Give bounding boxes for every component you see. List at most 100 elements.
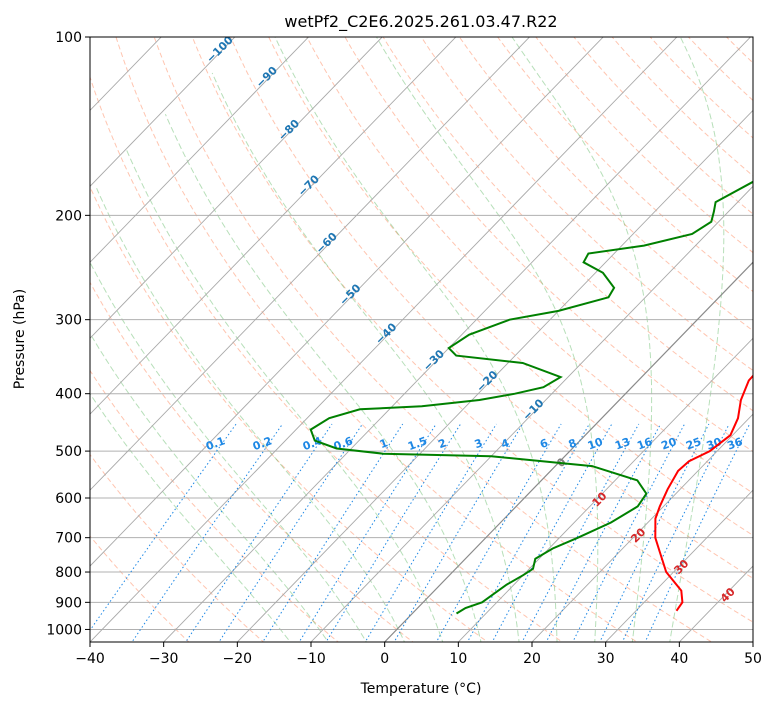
isotherm-line — [90, 37, 457, 415]
mixing-ratio-line — [393, 423, 524, 642]
mixing-ratio-label: 30 — [705, 435, 724, 453]
mixing-ratio-line — [325, 423, 462, 642]
mixing-ratio-label: 3 — [473, 436, 485, 451]
dry-adiabat — [90, 185, 489, 642]
moist-adiabat — [274, 37, 558, 642]
y-tick-label: 1000 — [46, 622, 82, 638]
isotherm-label: −60 — [313, 230, 340, 257]
y-tick-label: 400 — [55, 387, 82, 403]
isotherm-label: −10 — [520, 396, 547, 423]
x-tick-label: 20 — [523, 651, 541, 667]
isotherm-line — [383, 261, 753, 642]
y-tick-label: 800 — [55, 565, 82, 581]
dry-adiabat — [573, 37, 753, 215]
x-tick-label: −40 — [75, 651, 105, 667]
x-axis: −40 −30 −20 −10 0 10 20 30 40 50 — [75, 642, 762, 667]
isotherm-line — [90, 37, 678, 642]
x-tick-label: 50 — [744, 651, 762, 667]
mixing-ratio-label: 2 — [436, 436, 448, 451]
isotherm-line — [163, 37, 752, 642]
isotherm-label: −70 — [295, 172, 322, 199]
mixing-ratio-line — [298, 423, 437, 642]
dry-adiabat — [611, 37, 753, 177]
dry-adiabat — [382, 37, 753, 412]
mixing-ratio-label: 25 — [684, 435, 703, 452]
y-tick-label: 900 — [55, 595, 82, 611]
x-tick-label: −20 — [223, 651, 253, 667]
dry-adiabat — [649, 37, 753, 139]
moist-adiabat — [90, 392, 291, 642]
y-tick-label: 300 — [55, 313, 82, 329]
y-axis: 100 200 300 400 500 600 700 800 900 1000 — [46, 30, 90, 638]
mixing-ratio-label: 0.2 — [251, 434, 274, 453]
mixing-ratio-line — [435, 423, 562, 642]
moist-adiabat — [126, 149, 444, 642]
isotherm-label: −30 — [421, 347, 448, 374]
mixing-ratio-label: 1 — [378, 436, 390, 451]
temperature-line — [654, 374, 753, 612]
dry-adiabat — [420, 37, 753, 372]
moist-adiabat — [211, 72, 520, 642]
mixing-ratio-line — [572, 423, 686, 642]
pressure-gridlines — [90, 37, 753, 630]
dry-adiabat — [687, 37, 753, 102]
x-tick-label: 0 — [380, 651, 389, 667]
moist-adiabat — [164, 114, 482, 642]
dry-adiabat — [90, 369, 340, 642]
dry-adiabat — [115, 37, 638, 642]
isotherm-line — [531, 413, 753, 642]
mixing-ratio-label: 13 — [613, 435, 632, 452]
dry-adiabat — [751, 24, 775, 654]
mixing-ratio-label: 10 — [586, 435, 605, 453]
isotherm-line — [310, 185, 753, 642]
mixing-ratio-label: 36 — [725, 435, 744, 453]
mixing-ratio-label: 16 — [635, 435, 654, 453]
mixing-ratio-line — [644, 423, 751, 642]
x-tick-label: 30 — [597, 651, 615, 667]
dry-adiabat — [90, 281, 414, 642]
moist-adiabats — [90, 37, 725, 642]
mixing-ratio-label: 8 — [567, 436, 579, 451]
dry-adiabat — [229, 37, 753, 579]
mixing-ratio-label: 20 — [659, 435, 678, 453]
isotherm-line — [752, 641, 753, 642]
mixing-ratio-lines — [90, 423, 751, 642]
dewpoint-line — [309, 180, 753, 615]
mixing-ratio-line — [185, 423, 333, 642]
moist-adiabat — [90, 332, 329, 642]
plot-area: −100−90−80−70−60−50−40−30−20−10010203040… — [90, 24, 775, 654]
mixing-ratio-line — [521, 423, 640, 642]
dry-adiabat — [90, 453, 265, 642]
mixing-ratio-line — [131, 423, 283, 642]
mixing-ratio-label: 0.1 — [204, 434, 227, 453]
mixing-ratio-label: 4 — [499, 436, 511, 451]
isotherm-line — [236, 109, 753, 642]
moist-adiabat — [511, 37, 653, 642]
x-tick-label: 40 — [670, 651, 688, 667]
dry-adiabat — [191, 37, 753, 623]
dry-adiabat — [306, 37, 753, 494]
mixing-ratio-labels: 0.1 0.2 0.4 0.6 1 1.5 2 3 4 6 8 10 13 16 20 25 30 36 — [204, 434, 745, 453]
x-tick-label: −10 — [296, 651, 326, 667]
mixing-ratio-line — [599, 423, 710, 642]
y-tick-label: 500 — [55, 444, 82, 460]
mixing-ratio-line — [218, 423, 363, 642]
isotherm-label-warm: 30 — [671, 557, 691, 577]
dry-adiabats — [90, 24, 775, 654]
dry-adiabat — [344, 37, 753, 453]
mixing-ratio-line — [545, 423, 662, 642]
isotherm-line — [678, 565, 753, 642]
isotherm-label: −20 — [474, 368, 501, 395]
y-tick-label: 700 — [55, 531, 82, 547]
isotherm-line — [90, 37, 162, 112]
plot-frame — [89, 36, 754, 643]
dry-adiabat — [458, 37, 753, 332]
mixing-ratio-line — [90, 423, 237, 632]
isotherm-label: −80 — [276, 117, 303, 144]
y-tick-label: 200 — [55, 208, 82, 224]
mixing-ratio-label: 6 — [538, 436, 550, 451]
isotherms — [90, 37, 753, 642]
mixing-ratio-label: 0.4 — [301, 434, 324, 453]
mixing-ratio-line — [621, 423, 730, 642]
